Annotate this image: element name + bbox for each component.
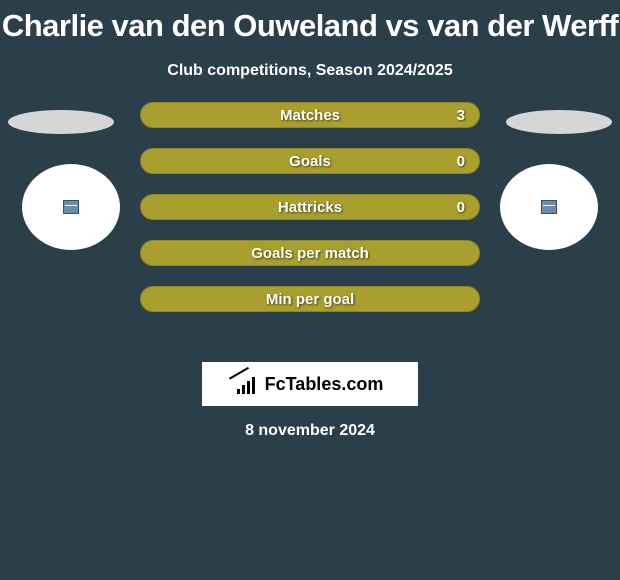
stat-row-matches: Matches 3 (140, 102, 480, 128)
stat-label: Goals per match (251, 241, 369, 266)
image-placeholder-icon (541, 200, 557, 214)
player-right-ellipse (506, 110, 612, 134)
player-right-avatar (500, 164, 598, 250)
player-left-avatar (22, 164, 120, 250)
logo-chart-icon (237, 374, 261, 394)
stat-bars: Matches 3 Goals 0 Hattricks 0 Goals per … (140, 102, 480, 332)
image-placeholder-icon (63, 200, 79, 214)
stat-label: Matches (280, 103, 340, 128)
stat-value: 0 (457, 149, 465, 174)
stat-row-goals: Goals 0 (140, 148, 480, 174)
logo-box: FcTables.com (202, 362, 418, 406)
stat-row-hattricks: Hattricks 0 (140, 194, 480, 220)
player-left-ellipse (8, 110, 114, 134)
date-label: 8 november 2024 (0, 422, 620, 440)
stat-label: Goals (289, 149, 331, 174)
stat-row-goals-per-match: Goals per match (140, 240, 480, 266)
stat-value: 3 (457, 103, 465, 128)
page-title: Charlie van den Ouweland vs van der Werf… (0, 0, 620, 44)
chart-area: Matches 3 Goals 0 Hattricks 0 Goals per … (0, 112, 620, 352)
stat-label: Hattricks (278, 195, 342, 220)
comparison-card: Charlie van den Ouweland vs van der Werf… (0, 0, 620, 580)
logo: FcTables.com (237, 374, 384, 395)
stat-row-min-per-goal: Min per goal (140, 286, 480, 312)
stat-value: 0 (457, 195, 465, 220)
logo-label: FcTables.com (265, 374, 384, 395)
stat-label: Min per goal (266, 287, 354, 312)
subtitle: Club competitions, Season 2024/2025 (0, 62, 620, 80)
